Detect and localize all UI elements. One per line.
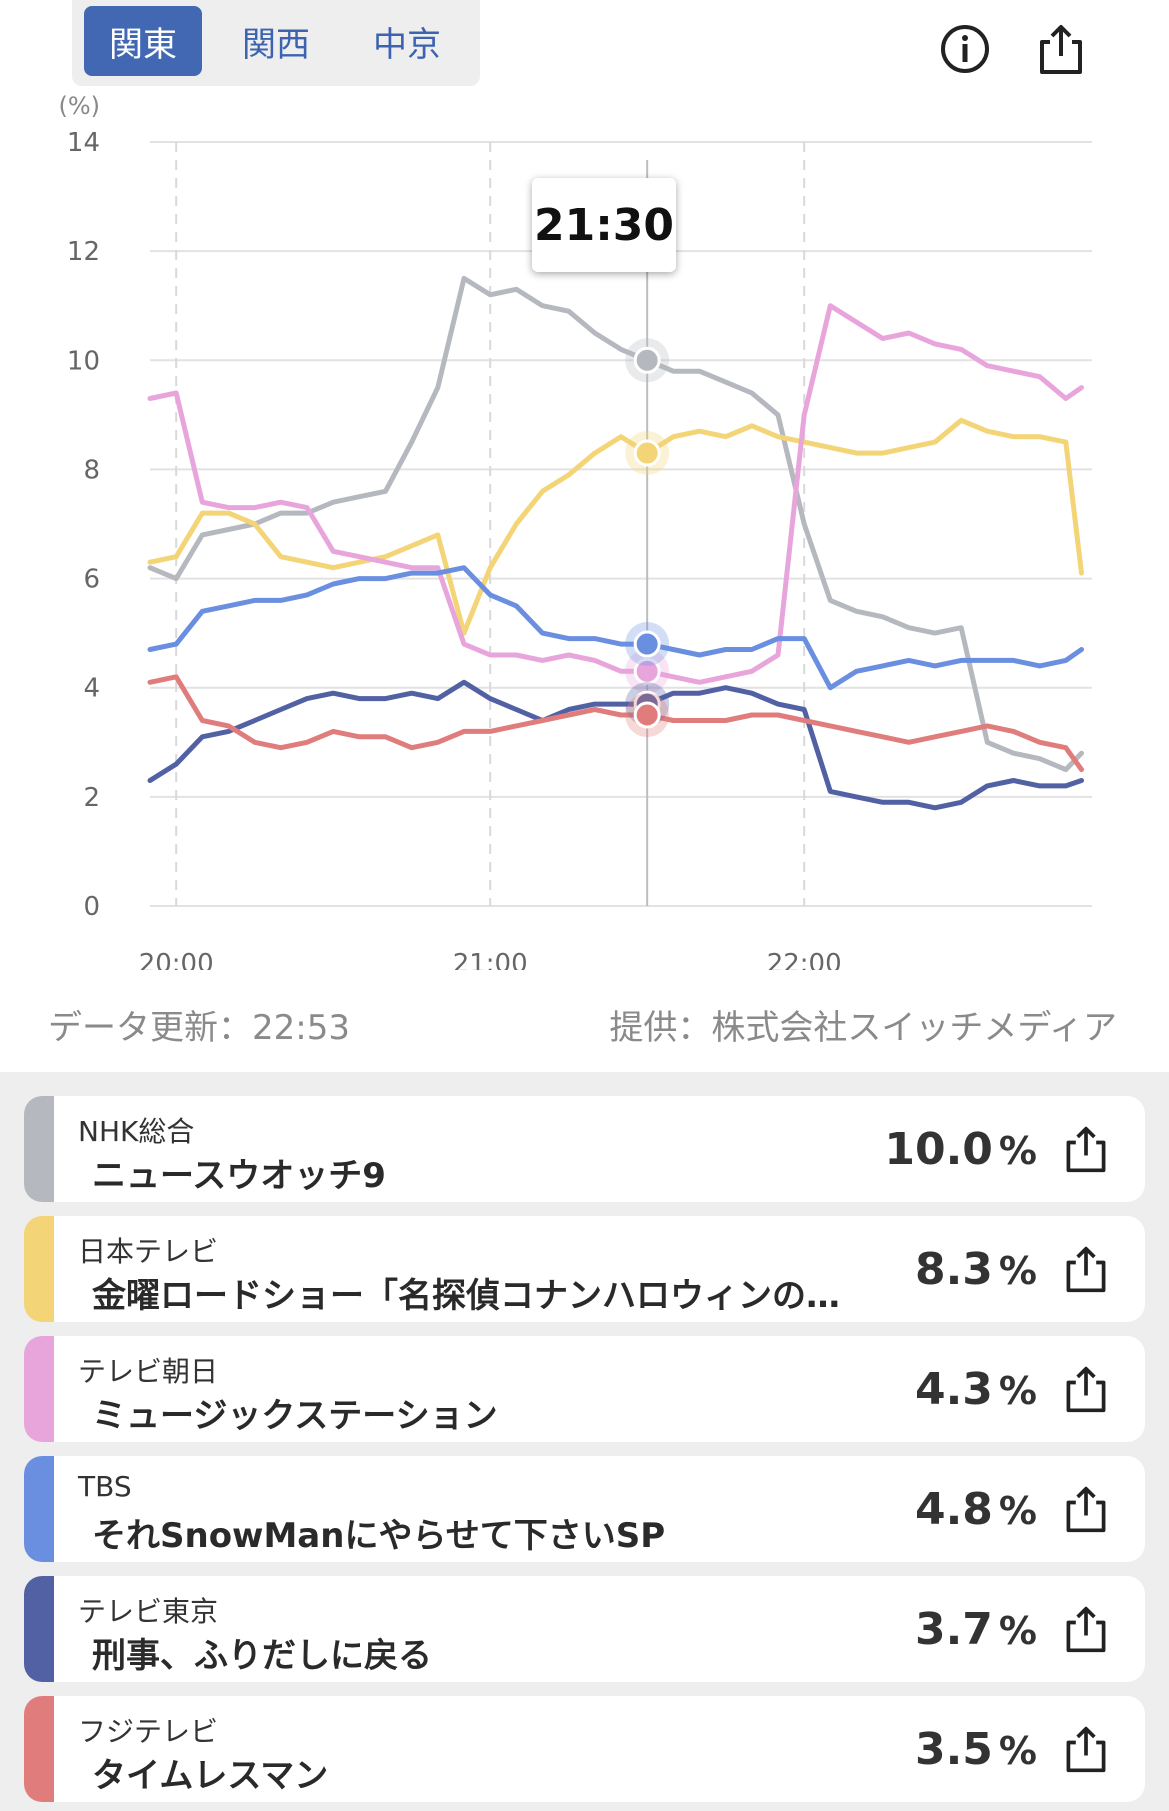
series-line xyxy=(147,565,1084,691)
channel-color-bar xyxy=(24,1336,54,1442)
crosshair-marker xyxy=(633,657,661,685)
channel-color-bar xyxy=(24,1576,54,1682)
channel-card-ntv[interactable]: 日本テレビ 金曜ロードショー「名探偵コナンハロウィンの… 8.3% xyxy=(24,1216,1145,1322)
y-tick-label: 12 xyxy=(67,237,100,267)
rating-value: 3.5% xyxy=(915,1724,1037,1775)
rating-value: 4.3% xyxy=(915,1364,1037,1415)
rating-unit: % xyxy=(998,1129,1037,1173)
top-bar: 関東 関西 中京 xyxy=(0,0,1169,90)
program-name: ニュースウオッチ9 xyxy=(92,1156,386,1196)
channel-name: テレビ朝日 xyxy=(78,1355,219,1388)
series-line xyxy=(147,417,1084,636)
crosshair-marker xyxy=(633,630,661,658)
x-tick-label: 21:00 xyxy=(453,949,528,970)
rating-number: 4.8 xyxy=(914,1484,993,1535)
channel-color-bar xyxy=(24,1096,54,1202)
rating-unit: % xyxy=(998,1609,1037,1653)
y-tick-label: 14 xyxy=(67,128,100,158)
channel-name: テレビ東京 xyxy=(78,1595,219,1628)
data-provider-text: 提供：株式会社スイッチメディア xyxy=(609,1008,1117,1048)
y-unit-label: (%) xyxy=(58,92,100,120)
rating-number: 8.3 xyxy=(914,1244,993,1295)
channel-card-nhk[interactable]: NHK総合 ニュースウオッチ9 10.0% xyxy=(24,1096,1145,1202)
rating-number: 10.0 xyxy=(884,1124,993,1175)
share-icon[interactable] xyxy=(1061,1724,1111,1774)
rating-unit: % xyxy=(998,1729,1037,1773)
program-name: タイムレスマン xyxy=(92,1756,329,1796)
channel-name: フジテレビ xyxy=(78,1715,219,1748)
rating-unit: % xyxy=(998,1249,1037,1293)
channel-name: NHK総合 xyxy=(78,1115,195,1148)
x-tick-label: 20:00 xyxy=(139,949,214,970)
rating-value: 3.7% xyxy=(915,1604,1037,1655)
channel-card-fuji-tv[interactable]: フジテレビ タイムレスマン 3.5% xyxy=(24,1696,1145,1802)
series-line xyxy=(147,674,1084,773)
channel-card-tv-tokyo[interactable]: テレビ東京 刑事、ふりだしに戻る 3.7% xyxy=(24,1576,1145,1682)
tab-kansai[interactable]: 関西 xyxy=(242,24,310,65)
rating-unit: % xyxy=(998,1489,1037,1533)
rating-chart: 0 2 4 6 8 10 12 14 (%) 20:00 21:00 22:00 21:30 xyxy=(0,90,1169,970)
series-line xyxy=(147,679,1084,811)
rating-value: 4.8% xyxy=(915,1484,1037,1535)
rating-number: 4.3 xyxy=(914,1364,993,1415)
series-line xyxy=(147,275,1084,773)
series-line xyxy=(147,303,1084,685)
crosshair-marker xyxy=(633,701,661,729)
channel-color-bar xyxy=(24,1216,54,1322)
channel-card-tv-asahi[interactable]: テレビ朝日 ミュージックステーション 4.3% xyxy=(24,1336,1145,1442)
rating-value: 8.3% xyxy=(915,1244,1037,1295)
y-tick-label: 6 xyxy=(83,565,100,595)
share-icon[interactable] xyxy=(1034,22,1088,76)
region-tabs: 関東 関西 中京 xyxy=(72,0,480,86)
channel-color-bar xyxy=(24,1696,54,1802)
y-tick-label: 0 xyxy=(83,892,100,922)
share-icon[interactable] xyxy=(1061,1244,1111,1294)
tab-kanto[interactable]: 関東 xyxy=(84,6,202,76)
y-tick-label: 8 xyxy=(83,455,100,485)
program-name: 刑事、ふりだしに戻る xyxy=(92,1636,432,1676)
channel-name: TBS xyxy=(78,1470,132,1503)
channel-card-tbs[interactable]: TBS それSnowManにやらせて下さいSP 4.8% xyxy=(24,1456,1145,1562)
y-tick-label: 4 xyxy=(83,674,100,704)
rating-number: 3.5 xyxy=(914,1724,993,1775)
data-updated-text: データ更新：22:53 xyxy=(48,1008,350,1048)
rating-unit: % xyxy=(998,1369,1037,1413)
crosshair-time-tooltip: 21:30 xyxy=(532,178,676,272)
share-icon[interactable] xyxy=(1061,1484,1111,1534)
rating-line-chart: 0 2 4 6 8 10 12 14 (%) 20:00 21:00 22:00 xyxy=(58,92,1092,970)
y-tick-label: 2 xyxy=(83,783,100,813)
rating-value: 10.0% xyxy=(884,1124,1037,1175)
share-icon[interactable] xyxy=(1061,1604,1111,1654)
info-icon[interactable] xyxy=(938,22,992,76)
crosshair-marker xyxy=(633,346,661,374)
crosshair-marker xyxy=(633,439,661,467)
program-name: それSnowManにやらせて下さいSP xyxy=(92,1516,666,1556)
y-tick-label: 10 xyxy=(67,346,100,376)
program-name: ミュージックステーション xyxy=(92,1396,498,1436)
share-icon[interactable] xyxy=(1061,1124,1111,1174)
program-name: 金曜ロードショー「名探偵コナンハロウィンの… xyxy=(92,1276,840,1316)
channel-color-bar xyxy=(24,1456,54,1562)
rating-number: 3.7 xyxy=(914,1604,993,1655)
channel-name: 日本テレビ xyxy=(78,1235,219,1268)
x-tick-label: 22:00 xyxy=(767,949,842,970)
tab-chukyo[interactable]: 中京 xyxy=(373,24,441,65)
channel-list: NHK総合 ニュースウオッチ9 10.0% 日本テレビ 金曜ロードショー「名探偵… xyxy=(0,1072,1169,1811)
share-icon[interactable] xyxy=(1061,1364,1111,1414)
